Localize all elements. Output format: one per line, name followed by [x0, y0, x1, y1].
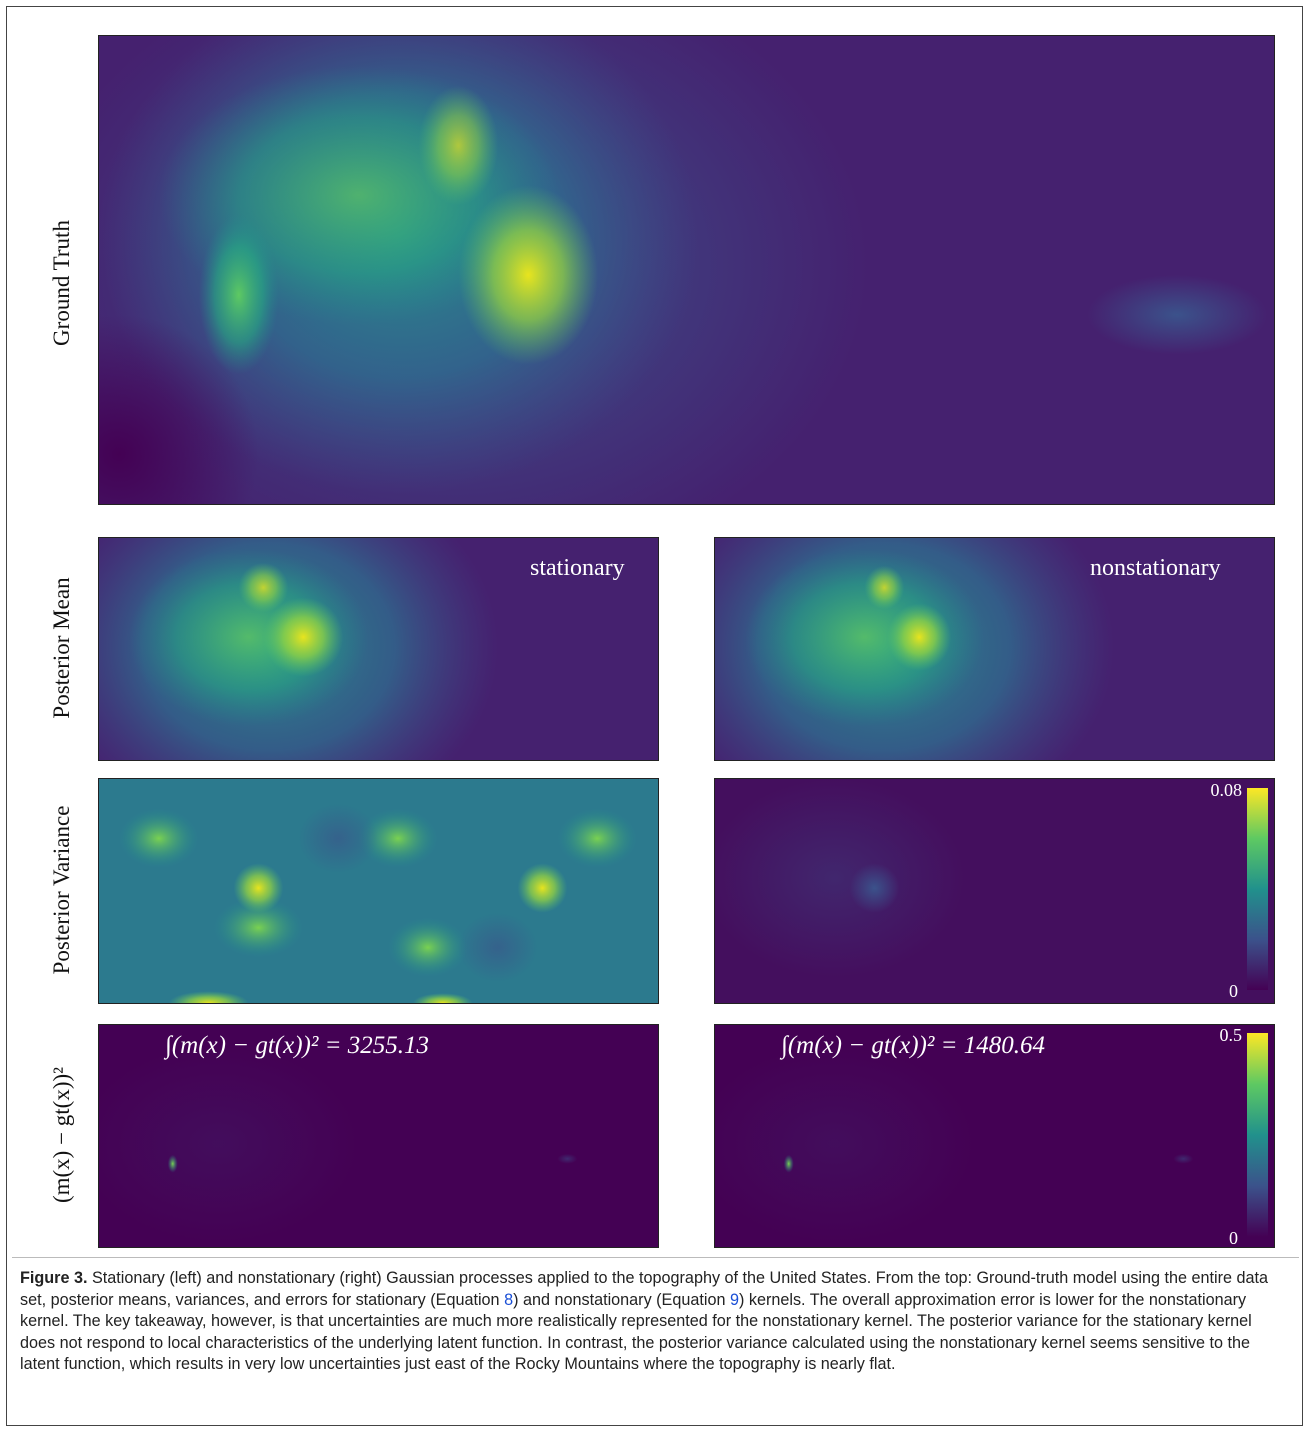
row-label: Posterior Variance	[49, 806, 75, 975]
heatmap	[715, 779, 1274, 1003]
posterior-variance-nonstationary	[714, 778, 1275, 1004]
row-label: (m(x) − gt(x))²	[49, 1067, 75, 1203]
ground-truth-map	[98, 35, 1275, 505]
panel-label: stationary	[530, 555, 625, 582]
caption: Figure 3. Stationary (left) and nonstati…	[12, 1257, 1299, 1419]
colorbar-tick-label: 0.08	[1182, 780, 1242, 801]
posterior-variance-stationary	[98, 778, 659, 1004]
colorbar	[1247, 1033, 1268, 1237]
equation-ref[interactable]: 9	[730, 1291, 739, 1309]
error-equation: ∫(m(x) − gt(x))² = 3255.13	[165, 1032, 429, 1060]
colorbar	[1247, 788, 1268, 990]
equation-ref[interactable]: 8	[504, 1291, 513, 1309]
row-label: Posterior Mean	[49, 577, 75, 718]
heatmap	[99, 779, 658, 1003]
caption-text: ) and nonstationary (Equation	[513, 1291, 730, 1309]
caption-label: Figure 3.	[20, 1269, 87, 1287]
error-equation: ∫(m(x) − gt(x))² = 1480.64	[781, 1032, 1045, 1060]
row-label: Ground Truth	[49, 220, 75, 346]
colorbar-tick-label: 0.5	[1182, 1025, 1242, 1046]
colorbar-tick-label: 0	[1178, 1228, 1238, 1249]
colorbar-tick-label: 0	[1178, 981, 1238, 1002]
page: Ground Truth Posterior Mean Posterior Va…	[0, 0, 1311, 1435]
panel-label: nonstationary	[1090, 555, 1221, 582]
heatmap	[99, 36, 1274, 504]
